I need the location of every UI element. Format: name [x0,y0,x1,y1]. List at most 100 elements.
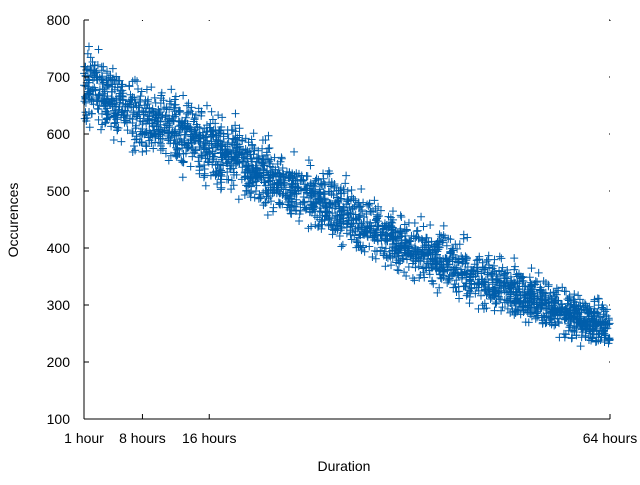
data-point [178,117,187,126]
data-point [288,181,297,190]
data-point [162,103,171,112]
data-point [601,324,610,333]
data-point [348,204,357,213]
data-point [87,96,96,105]
data-point [401,250,410,259]
data-point [235,148,244,157]
data-point [365,242,374,251]
data-point [562,287,571,296]
data-point [417,212,426,221]
data-point [187,103,196,112]
data-point [544,280,553,289]
data-point [547,294,556,303]
data-point [461,252,470,261]
data-point [344,216,353,225]
data-point [426,248,435,257]
data-point [273,178,282,187]
data-point [229,146,238,155]
data-point [218,140,227,149]
data-point [397,244,406,253]
data-point [296,177,305,186]
data-point [346,209,355,218]
data-point [587,312,596,321]
data-point [565,293,574,302]
data-point [94,115,103,124]
data-point [435,270,444,279]
data-point [318,220,327,229]
data-point [117,82,126,91]
data-point [537,313,546,322]
data-point [549,301,558,310]
data-point [86,87,95,96]
data-point [525,273,534,282]
data-point [435,243,444,252]
data-point [213,160,222,169]
data-point [150,93,159,102]
data-point [377,236,386,245]
data-point [404,262,413,271]
data-point [326,200,335,209]
data-point [99,78,108,87]
data-point [592,317,601,326]
data-point [394,266,403,275]
data-point [273,183,282,192]
data-point [419,222,428,231]
data-point [266,162,275,171]
data-point [431,240,440,249]
data-point [92,67,101,76]
data-point [158,144,167,153]
data-point [410,276,419,285]
data-point [558,304,567,313]
data-point [108,75,117,84]
data-point [138,106,147,115]
data-point [324,221,333,230]
data-point [303,172,312,181]
data-point [489,285,498,294]
data-point [300,197,309,206]
data-point [570,290,579,299]
data-point [430,241,439,250]
data-point [128,129,137,138]
data-point [435,283,444,292]
data-point [457,273,466,282]
data-point [171,150,180,159]
data-point [455,294,464,303]
data-point [166,151,175,160]
data-point [352,216,361,225]
data-point [347,235,356,244]
data-point [574,291,583,300]
data-point [258,144,267,153]
data-point [439,262,448,271]
data-point [229,181,238,190]
data-point [169,103,178,112]
data-point [541,295,550,304]
data-point [572,304,581,313]
y-axis-ticks: 100 200 300 400 500 600 700 800 [47,12,610,427]
data-point [268,170,277,179]
data-point [324,167,333,176]
data-point [312,174,321,183]
data-point [137,138,146,147]
data-point [499,279,508,288]
data-point [527,308,536,317]
data-point [81,71,90,80]
y-tick-label: 800 [47,12,71,28]
data-point [291,186,300,195]
y-tick-label: 300 [47,297,71,313]
data-point [242,186,251,195]
data-point [247,155,256,164]
data-point [85,78,94,87]
data-point [80,114,89,123]
data-point [568,333,577,342]
data-point [511,278,520,287]
data-point [489,261,498,270]
data-point [251,177,260,186]
data-point [356,211,365,220]
data-point [506,308,515,317]
data-point [432,250,441,259]
data-point [259,188,268,197]
data-point [319,174,328,183]
data-point [506,272,515,281]
data-point [359,218,368,227]
data-point [243,154,252,163]
